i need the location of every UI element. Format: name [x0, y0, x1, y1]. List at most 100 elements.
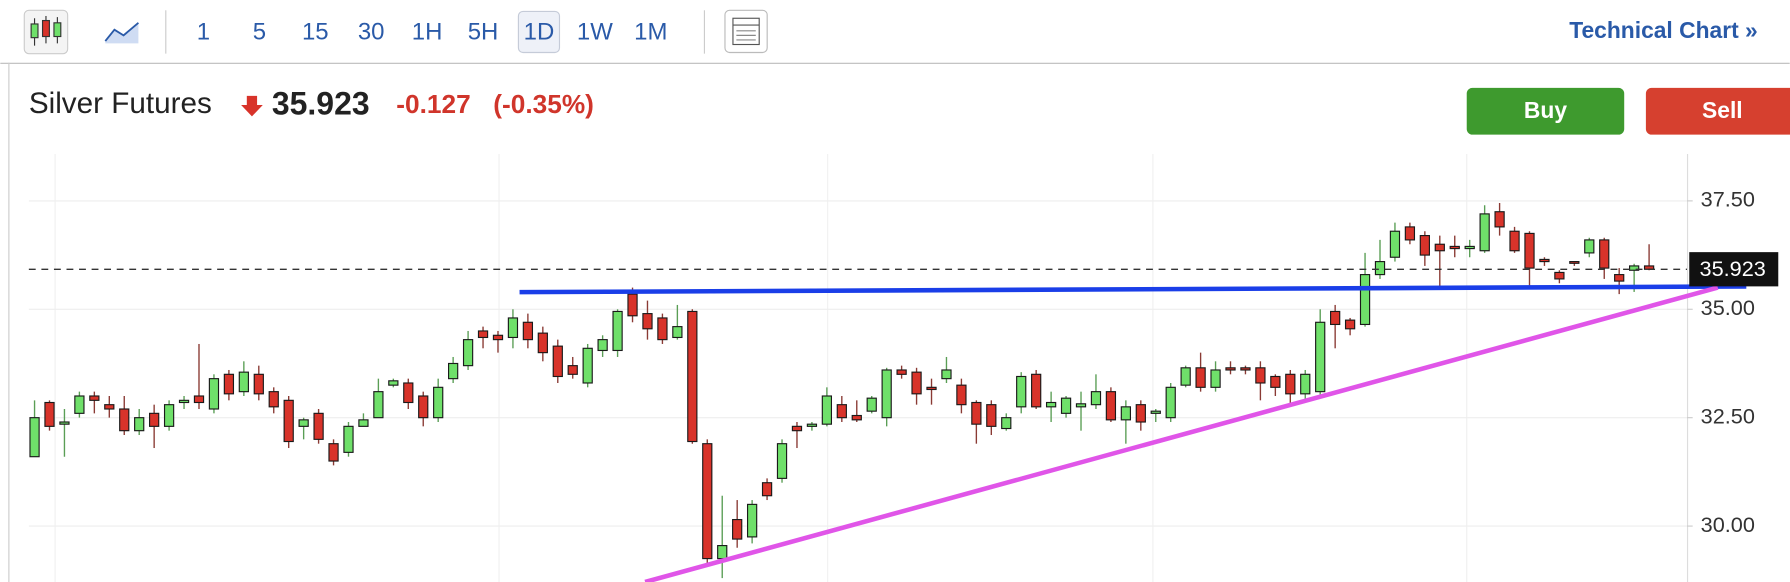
candle-body — [89, 395, 100, 401]
candle-body — [507, 317, 519, 339]
candle-body — [1270, 375, 1281, 388]
y-tick-label: 30.00 — [1701, 512, 1755, 537]
candle-body — [1120, 406, 1131, 421]
candle-body — [687, 310, 698, 443]
candle-body — [1090, 391, 1102, 406]
candle-body — [1150, 410, 1161, 414]
toolbar: Technical Chart » — [23, 9, 1758, 55]
sell-label[interactable]: Sell — [1702, 97, 1743, 123]
candle-body — [627, 293, 638, 317]
candle-body — [433, 386, 444, 419]
candle-body — [343, 425, 354, 453]
candle-body — [851, 414, 862, 421]
candle-body — [1045, 401, 1057, 408]
candle-body — [1374, 261, 1386, 276]
buy-button[interactable]: Buy — [1466, 87, 1625, 135]
candle-body — [253, 373, 264, 395]
candle-body — [1255, 367, 1266, 384]
interval-button[interactable]: 5H — [468, 18, 499, 45]
buy-label[interactable]: Buy — [1524, 97, 1567, 123]
interval-button[interactable]: 1D — [524, 18, 555, 45]
candle-body — [298, 419, 309, 427]
candle-body — [1001, 417, 1012, 430]
candle-body — [1359, 274, 1371, 326]
candle-body — [74, 395, 85, 414]
candle-body — [1419, 235, 1430, 256]
interval-button[interactable]: 1W — [577, 18, 613, 45]
sell-button[interactable]: Sell — [1645, 87, 1790, 135]
candle-body — [328, 443, 339, 462]
candle-body — [1105, 391, 1117, 421]
candle-body — [717, 545, 728, 560]
interval-button[interactable]: 5 — [253, 18, 266, 45]
technical-chart-link[interactable]: Technical Chart » — [1569, 17, 1757, 43]
candle-body — [941, 369, 952, 380]
vertical-grid — [54, 154, 1468, 582]
interval-button[interactable]: 30 — [358, 18, 385, 45]
candle-body — [642, 313, 653, 330]
candle-body — [986, 404, 997, 427]
candle-body — [178, 399, 190, 404]
last-price-label: 35.923 — [1700, 256, 1766, 281]
candle-body — [1285, 373, 1296, 395]
candle-body — [732, 518, 743, 540]
candle-body — [1554, 271, 1565, 280]
plot-area — [28, 200, 1687, 579]
candle-body — [1031, 373, 1042, 408]
candle-body — [313, 412, 324, 440]
candle-body — [134, 417, 145, 432]
change-percent: (-0.35%) — [493, 89, 594, 119]
interval-button[interactable]: 1 — [197, 18, 210, 45]
candle-body — [163, 404, 175, 427]
candle-body — [462, 339, 474, 367]
candle-body — [672, 326, 683, 339]
candle-body — [1135, 404, 1146, 423]
candle-body — [657, 317, 668, 341]
candle-body — [492, 334, 504, 341]
candle-body — [761, 482, 773, 497]
candle-body — [1165, 386, 1176, 419]
layout-icon[interactable] — [724, 9, 768, 54]
interval-button[interactable]: 15 — [302, 18, 329, 45]
last-price-tag — [1689, 252, 1779, 287]
change: -0.127 — [396, 89, 470, 119]
candle-body — [1240, 367, 1251, 371]
price: 35.923 — [272, 86, 370, 122]
candle-body — [283, 399, 294, 443]
candle-body — [1569, 261, 1580, 264]
candle-body — [477, 330, 489, 339]
candle-body — [1449, 245, 1460, 250]
candle-body — [612, 310, 623, 352]
candle-body — [911, 371, 922, 395]
candle-body — [1464, 245, 1475, 250]
candle-body — [1210, 369, 1221, 388]
candle-body — [956, 384, 967, 406]
candle-body — [567, 365, 578, 375]
candle-body — [119, 408, 130, 432]
candle-body — [776, 443, 788, 479]
candle-body — [881, 369, 892, 419]
candle-body — [1494, 211, 1505, 228]
candle-body — [1509, 230, 1520, 252]
interval-button[interactable]: 1M — [634, 18, 667, 45]
candle-body — [1225, 367, 1236, 371]
selected-interval[interactable] — [517, 10, 561, 54]
candle-body — [537, 332, 548, 354]
candle-body — [403, 382, 414, 404]
candle-body — [1599, 239, 1610, 269]
candle-body — [1180, 367, 1191, 386]
line-icon[interactable] — [104, 22, 139, 44]
candle-body — [821, 395, 833, 425]
candle-body — [522, 321, 534, 341]
candle-body — [552, 345, 563, 378]
candle-body — [1629, 265, 1640, 271]
candle-body — [806, 423, 818, 427]
instrument-title: Silver Futures — [29, 87, 212, 120]
candle-body — [418, 395, 429, 419]
candle-body — [358, 419, 369, 427]
candle-body — [1195, 367, 1206, 388]
candle-body — [448, 362, 459, 380]
interval-button[interactable]: 1H — [412, 18, 443, 45]
